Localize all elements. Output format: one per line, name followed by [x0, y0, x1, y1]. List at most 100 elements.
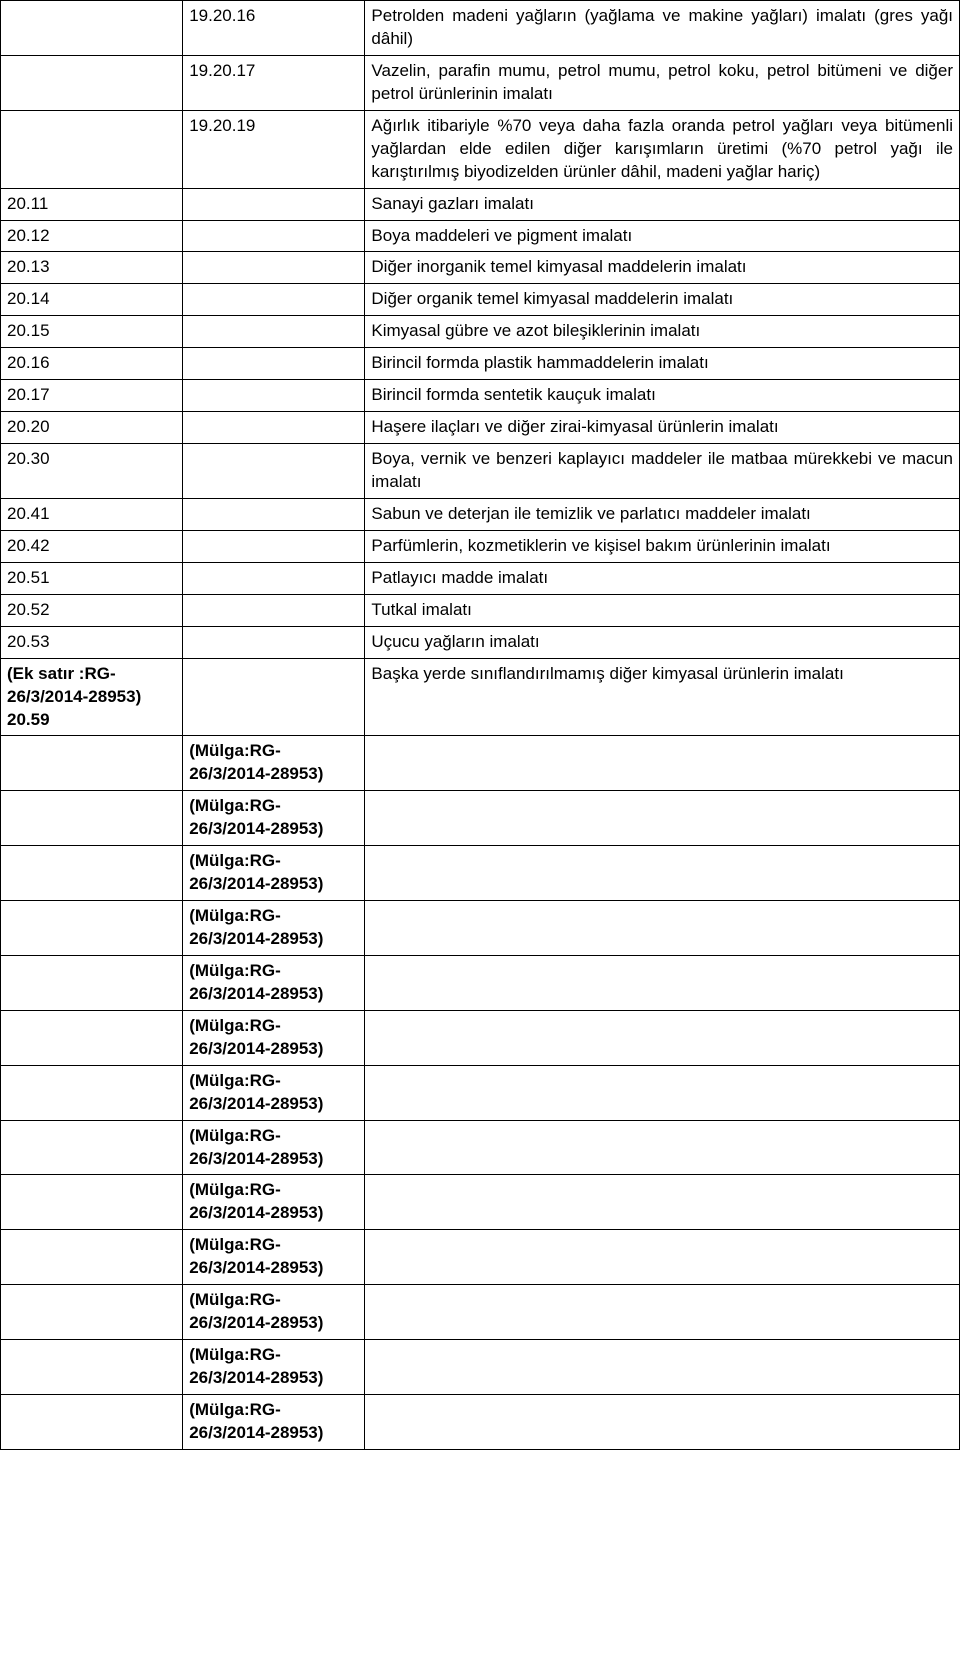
table-row: (Mülga:RG-26/3/2014-28953) [1, 1175, 960, 1230]
code-secondary-cell [183, 530, 365, 562]
description-cell: Sanayi gazları imalatı [365, 188, 960, 220]
table-row: (Mülga:RG-26/3/2014-28953) [1, 955, 960, 1010]
table-row: 20.13Diğer inorganik temel kimyasal madd… [1, 252, 960, 284]
code-secondary-cell: (Mülga:RG-26/3/2014-28953) [183, 1120, 365, 1175]
code-secondary-cell [183, 658, 365, 736]
table-row: (Ek satır :RG-26/3/2014-28953) 20.59 Baş… [1, 658, 960, 736]
description-cell [365, 1120, 960, 1175]
description-cell [365, 1285, 960, 1340]
code-primary-cell [1, 1, 183, 56]
code-secondary-cell: (Mülga:RG-26/3/2014-28953) [183, 955, 365, 1010]
table-row: 20.42 Parfümlerin, kozmetiklerin ve kişis… [1, 530, 960, 562]
table-row: 19.20.17Vazelin, parafin mumu, petrol mu… [1, 55, 960, 110]
code-secondary-cell: (Mülga:RG-26/3/2014-28953) [183, 1394, 365, 1449]
code-primary-cell [1, 110, 183, 188]
code-secondary-cell [183, 348, 365, 380]
code-secondary-cell: (Mülga:RG-26/3/2014-28953) [183, 1175, 365, 1230]
code-primary-cell: 20.53 [1, 626, 183, 658]
description-cell [365, 846, 960, 901]
code-primary-cell [1, 901, 183, 956]
code-primary-cell: 20.52 [1, 594, 183, 626]
code-secondary-cell: (Mülga:RG-26/3/2014-28953) [183, 1285, 365, 1340]
description-cell: Boya maddeleri ve pigment imalatı [365, 220, 960, 252]
table-row: 20.20Haşere ilaçları ve diğer zirai-kimy… [1, 412, 960, 444]
table-row: 20.41Sabun ve deterjan ile temizlik ve p… [1, 498, 960, 530]
description-cell [365, 1340, 960, 1395]
table-row: 19.20.16Petrolden madeni yağların (yağla… [1, 1, 960, 56]
code-primary-cell: 20.12 [1, 220, 183, 252]
table-row: 19.20.19Ağırlık itibariyle %70 veya daha… [1, 110, 960, 188]
description-cell [365, 791, 960, 846]
description-cell: Vazelin, parafin mumu, petrol mumu, petr… [365, 55, 960, 110]
description-cell [365, 736, 960, 791]
code-secondary-cell [183, 498, 365, 530]
description-cell: Birincil formda sentetik kauçuk imalatı [365, 380, 960, 412]
table-row: 20.14Diğer organik temel kimyasal maddel… [1, 284, 960, 316]
table-row: (Mülga:RG-26/3/2014-28953) [1, 1394, 960, 1449]
code-primary-cell: 20.13 [1, 252, 183, 284]
code-primary-cell: 20.42 [1, 530, 183, 562]
table-row: (Mülga:RG-26/3/2014-28953) [1, 1230, 960, 1285]
table-row: (Mülga:RG-26/3/2014-28953) [1, 1340, 960, 1395]
code-primary-cell [1, 736, 183, 791]
description-cell: Uçucu yağların imalatı [365, 626, 960, 658]
table-row: (Mülga:RG-26/3/2014-28953) [1, 1065, 960, 1120]
table-row: 20.16Birincil formda plastik hammaddeler… [1, 348, 960, 380]
code-secondary-cell [183, 220, 365, 252]
code-secondary-cell: (Mülga:RG-26/3/2014-28953) [183, 1065, 365, 1120]
code-primary-cell [1, 1285, 183, 1340]
table-row: 20.12 Boya maddeleri ve pigment imalatı [1, 220, 960, 252]
code-secondary-cell: 19.20.19 [183, 110, 365, 188]
description-cell: Parfümlerin, kozmetiklerin ve kişisel ba… [365, 530, 960, 562]
code-secondary-cell [183, 412, 365, 444]
table-row: 20.52 Tutkal imalatı [1, 594, 960, 626]
table-row: (Mülga:RG-26/3/2014-28953) [1, 901, 960, 956]
table-row: 20.53 Uçucu yağların imalatı [1, 626, 960, 658]
code-primary-cell [1, 55, 183, 110]
code-primary-cell: 20.30 [1, 444, 183, 499]
code-primary-cell [1, 1394, 183, 1449]
description-cell: Tutkal imalatı [365, 594, 960, 626]
code-secondary-cell [183, 594, 365, 626]
code-secondary-cell: 19.20.16 [183, 1, 365, 56]
table-row: 20.17 Birincil formda sentetik kauçuk ima… [1, 380, 960, 412]
code-secondary-cell [183, 562, 365, 594]
code-secondary-cell [183, 284, 365, 316]
code-secondary-cell [183, 188, 365, 220]
table-row: (Mülga:RG-26/3/2014-28953) [1, 1285, 960, 1340]
code-primary-cell [1, 1010, 183, 1065]
code-secondary-cell: (Mülga:RG-26/3/2014-28953) [183, 1340, 365, 1395]
code-primary-cell [1, 791, 183, 846]
classification-table: 19.20.16Petrolden madeni yağların (yağla… [0, 0, 960, 1450]
code-primary-cell: 20.11 [1, 188, 183, 220]
description-cell: Diğer organik temel kimyasal maddelerin … [365, 284, 960, 316]
table-row: (Mülga:RG-26/3/2014-28953) [1, 1010, 960, 1065]
description-cell [365, 1065, 960, 1120]
code-primary-cell [1, 1175, 183, 1230]
table-row: 20.51 Patlayıcı madde imalatı [1, 562, 960, 594]
code-secondary-cell: (Mülga:RG-26/3/2014-28953) [183, 1010, 365, 1065]
code-secondary-cell [183, 252, 365, 284]
table-row: (Mülga:RG-26/3/2014-28953) [1, 791, 960, 846]
description-cell: Birincil formda plastik hammaddelerin im… [365, 348, 960, 380]
description-cell: Ağırlık itibariyle %70 veya daha fazla o… [365, 110, 960, 188]
code-primary-cell: 20.20 [1, 412, 183, 444]
code-secondary-cell [183, 316, 365, 348]
code-primary-cell [1, 1340, 183, 1395]
description-cell [365, 955, 960, 1010]
description-cell: Sabun ve deterjan ile temizlik ve parlat… [365, 498, 960, 530]
table-row: 20.30Boya, vernik ve benzeri kaplayıcı m… [1, 444, 960, 499]
code-primary-cell: 20.15 [1, 316, 183, 348]
code-secondary-cell: 19.20.17 [183, 55, 365, 110]
description-cell [365, 1010, 960, 1065]
code-secondary-cell: (Mülga:RG-26/3/2014-28953) [183, 1230, 365, 1285]
code-primary-cell: (Ek satır :RG-26/3/2014-28953) 20.59 [1, 658, 183, 736]
table-row: 20.11 Sanayi gazları imalatı [1, 188, 960, 220]
code-secondary-cell: (Mülga:RG-26/3/2014-28953) [183, 846, 365, 901]
description-cell: Patlayıcı madde imalatı [365, 562, 960, 594]
code-primary-cell: 20.51 [1, 562, 183, 594]
description-cell: Başka yerde sınıflandırılmamış diğer kim… [365, 658, 960, 736]
code-secondary-cell: (Mülga:RG-26/3/2014-28953) [183, 901, 365, 956]
code-primary-cell: 20.17 [1, 380, 183, 412]
code-secondary-cell: (Mülga:RG-26/3/2014-28953) [183, 736, 365, 791]
